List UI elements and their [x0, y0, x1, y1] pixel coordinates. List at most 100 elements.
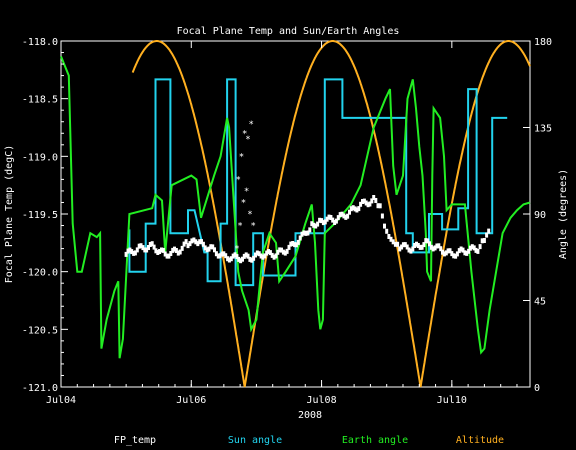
fp-temp-point: [201, 241, 205, 247]
legend-sun-angle: Sun angle: [228, 435, 282, 446]
fp-temp-point: [227, 257, 231, 263]
fp-temp-point: [480, 238, 484, 244]
y-axis-right-label: Angle (degrees): [558, 169, 569, 259]
y-left-tick-label: -118.5: [22, 95, 58, 106]
fp-temp-point: [351, 205, 355, 211]
fp-temp-point: [424, 238, 428, 244]
fp-temp-point: [203, 245, 207, 251]
fp-temp-point: [426, 238, 430, 244]
fp-temp-point: [482, 238, 486, 243]
y-right-tick-label: 135: [534, 124, 552, 135]
fp-temp-spike-point: *: [241, 199, 246, 209]
fp-temp-point: [325, 216, 329, 222]
y-axis-left-label: Focal Plane Temp (degC): [4, 145, 15, 283]
fp-temp-point: [470, 244, 474, 250]
fp-temp-point: [359, 201, 363, 207]
x-tick-label: Jul04: [46, 395, 76, 406]
fp-temp-point: [209, 244, 213, 250]
fp-temp-point: [378, 203, 382, 209]
fp-temp-point: [457, 248, 461, 254]
fp-temp-point: [348, 209, 351, 215]
fp-temp-point: [169, 251, 173, 256]
series-layer: ***********: [60, 40, 531, 388]
fp-temp-point: [160, 247, 163, 253]
y-right-tick-label: 45: [534, 297, 546, 308]
fp-temp-point: [226, 256, 230, 262]
fp-temp-point: [387, 234, 391, 239]
fp-temp-point: [312, 222, 316, 228]
fp-temp-point: [147, 245, 150, 250]
x-axis-label: 2008: [298, 410, 322, 421]
fp-temp-point: [222, 251, 226, 257]
fp-temp-spike-point: *: [248, 120, 253, 130]
fp-temp-point: [413, 243, 417, 248]
fp-temp-point: [165, 253, 169, 259]
fp-temp-point: [409, 248, 413, 254]
fp-temp-point: [229, 256, 233, 262]
y-left-tick-label: -119.0: [22, 152, 58, 163]
fp-temp-point: [188, 241, 192, 247]
fp-temp-point: [437, 243, 441, 249]
fp-temp-point: [340, 211, 344, 217]
fp-temp-point: [171, 247, 175, 253]
fp-temp-point: [310, 221, 314, 227]
y-left-tick-label: -120.0: [22, 268, 58, 279]
fp-temp-point: [452, 253, 456, 259]
fp-temp-point: [207, 246, 211, 252]
fp-temp-point: [407, 247, 411, 253]
y-right-tick-label: 90: [534, 210, 546, 221]
fp-temp-point: [355, 207, 359, 213]
fp-temp-point: [250, 257, 254, 263]
fp-temp-point: [190, 238, 194, 244]
fp-temp-point: [218, 253, 222, 259]
fp-temp-point: [336, 215, 340, 221]
fp-temp-point: [298, 235, 302, 241]
fp-temp-point: [274, 253, 278, 259]
y-left-tick-label: -120.5: [22, 325, 58, 336]
fp-temp-point: [198, 239, 202, 245]
fp-temp-point: [338, 212, 342, 218]
fp-temp-point: [374, 198, 378, 203]
fp-temp-point: [364, 200, 368, 206]
fp-temp-point: [158, 249, 162, 254]
fp-temp-point: [205, 247, 209, 253]
earth-angle-line: [60, 56, 531, 359]
fp-temp-point: [261, 254, 265, 260]
fp-temp-point: [216, 253, 220, 259]
fp-temp-point: [257, 251, 261, 257]
fp-temp-point: [420, 244, 424, 250]
legend: FP_temp Sun angle Earth angle Altitude: [114, 435, 504, 446]
fp-temp-point: [334, 218, 338, 224]
fp-temp-point: [237, 256, 241, 262]
fp-temp-spike-point: *: [237, 222, 242, 232]
fp-temp-point: [450, 251, 454, 257]
fp-temp-point: [145, 247, 149, 253]
fp-temp-point: [186, 243, 190, 249]
fp-temp-point: [422, 242, 426, 248]
altitude-line: [131, 40, 531, 388]
legend-earth-angle: Earth angle: [342, 435, 408, 446]
fp-temp-point: [178, 249, 182, 255]
fp-temp-point: [465, 250, 469, 256]
fp-temp-point: [182, 241, 186, 247]
fp-temp-point: [231, 253, 235, 259]
fp-temp-point: [454, 253, 458, 259]
fp-temp-point: [435, 243, 439, 249]
fp-temp-point: [296, 239, 300, 245]
fp-temp-point: [128, 247, 132, 253]
fp-temp-point: [329, 215, 333, 220]
fp-temp-point: [263, 253, 267, 259]
fp-temp-point: [428, 241, 431, 247]
fp-temp-point: [485, 232, 489, 238]
fp-temp-point: [213, 247, 216, 253]
fp-temp-point: [180, 245, 184, 251]
x-tick-label: Jul08: [307, 395, 337, 406]
fp-temp-point: [472, 245, 476, 251]
fp-temp-point: [321, 220, 325, 226]
fp-temp-point: [416, 243, 420, 248]
fp-temp-point: [196, 241, 200, 247]
fp-temp-point: [156, 250, 160, 255]
fp-temp-point: [349, 206, 353, 212]
y-left-tick-label: -118.0: [22, 37, 58, 48]
fp-temp-point: [278, 247, 282, 253]
